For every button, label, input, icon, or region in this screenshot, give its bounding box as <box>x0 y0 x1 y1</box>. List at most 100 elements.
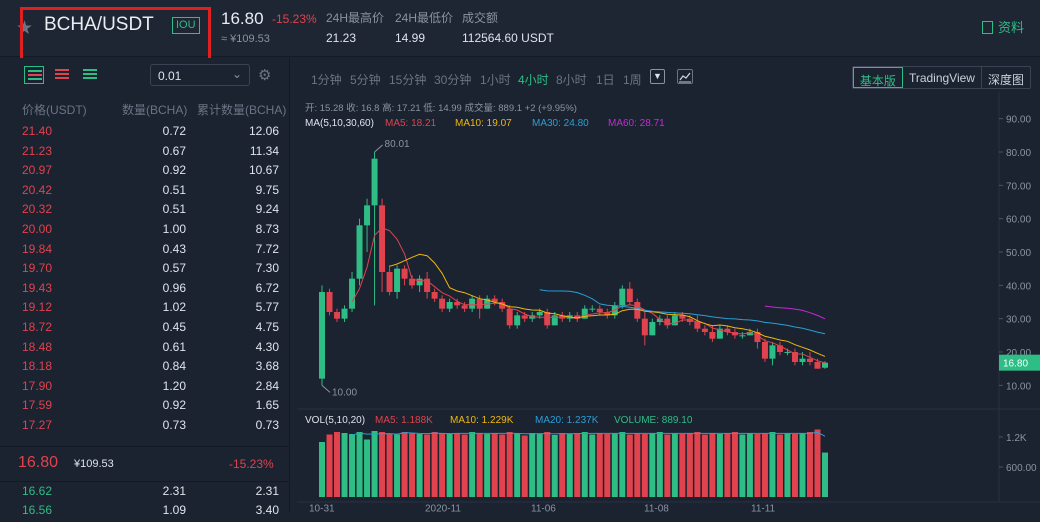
ask-row[interactable]: 20.00 1.00 8.73 <box>0 222 290 241</box>
ask-row[interactable]: 19.84 0.43 7.72 <box>0 242 290 261</box>
ask-row[interactable]: 18.48 0.61 4.30 <box>0 340 290 359</box>
candle-body <box>626 288 633 302</box>
row-price: 16.56 <box>22 503 53 517</box>
row-amount: 0.67 <box>162 143 186 158</box>
ask-row[interactable]: 17.90 1.20 2.84 <box>0 379 290 398</box>
candle-body <box>596 308 603 312</box>
row-price: 21.40 <box>22 124 53 138</box>
volume-bar <box>626 434 633 497</box>
candle-body <box>776 345 783 352</box>
ask-row[interactable]: 19.43 0.96 6.72 <box>0 281 290 300</box>
row-price: 18.72 <box>22 320 53 334</box>
orderbook-toolbar: 0.01 ⌄ ⚙ <box>0 58 290 91</box>
ma-legend: MA60: 28.71 <box>608 118 665 129</box>
mid-price-bar: 16.80 ¥109.53 -15.23% <box>0 446 290 482</box>
volume-bar <box>784 433 791 497</box>
candle-body <box>671 315 678 326</box>
row-total: 4.75 <box>255 320 279 334</box>
tab-timeframe[interactable]: 5分钟 <box>350 73 381 87</box>
ma30-line <box>539 289 826 335</box>
volume-bar <box>806 432 813 497</box>
tab-timeframe[interactable]: 15分钟 <box>389 73 427 87</box>
row-total: 1.65 <box>255 398 279 413</box>
pair-title[interactable]: BCHA/USDT <box>44 14 154 35</box>
volume-bar <box>514 433 521 497</box>
view-asks-button[interactable] <box>52 66 72 84</box>
candle-body <box>581 308 588 319</box>
low-label: 24H最低价 <box>395 11 454 25</box>
candle-body <box>656 318 663 322</box>
indicator-icon[interactable] <box>677 69 693 84</box>
candle-body <box>799 358 806 362</box>
tab-timeframe[interactable]: 1日 <box>596 73 615 87</box>
volume-bar <box>401 432 408 497</box>
last-price: 16.80 <box>221 9 264 28</box>
view-tab[interactable]: 深度图 <box>987 73 1024 87</box>
tab-timeframe[interactable]: 1小时 <box>480 73 511 87</box>
row-price: 19.43 <box>22 280 53 295</box>
tab-timeframe[interactable]: 1周 <box>623 73 642 87</box>
row-price: 20.00 <box>22 222 53 236</box>
candle-body <box>521 315 528 319</box>
ask-row[interactable]: 21.40 0.72 12.06 <box>0 124 290 143</box>
ask-row[interactable]: 20.97 0.92 10.67 <box>0 163 290 182</box>
row-amount: 1.00 <box>162 222 186 236</box>
gear-icon[interactable]: ⚙ <box>258 67 272 84</box>
candle-body <box>364 205 371 226</box>
candle-body <box>491 298 498 302</box>
volume-bar <box>746 433 753 497</box>
candle-body <box>394 268 401 292</box>
ask-row[interactable]: 18.18 0.84 3.68 <box>0 359 290 378</box>
candle-body <box>326 292 333 312</box>
ask-row[interactable]: 20.42 0.51 9.75 <box>0 183 290 202</box>
tab-timeframe[interactable]: 30分钟 <box>434 73 472 87</box>
last-price-tag-text: 16.80 <box>1003 359 1028 370</box>
candle-body <box>401 268 408 279</box>
info-link[interactable]: 资料 <box>981 17 1024 36</box>
candle-body <box>506 308 513 326</box>
ask-row[interactable]: 17.27 0.73 0.73 <box>0 418 290 437</box>
bid-row[interactable]: 16.62 2.31 2.31 <box>0 484 290 503</box>
candle-body <box>319 292 325 379</box>
x-tick-label: 2020-11 <box>425 503 461 512</box>
ask-row[interactable]: 21.23 0.67 11.34 <box>0 144 290 163</box>
ma-title: MA(5,10,30,60) <box>305 118 374 129</box>
candle-body <box>754 332 761 342</box>
low-value: 14.99 <box>395 31 426 45</box>
row-price: 18.48 <box>22 339 53 354</box>
candle-body <box>349 278 356 309</box>
candle-body <box>551 315 558 326</box>
volume-bar <box>319 442 325 497</box>
ma5-line <box>351 227 826 364</box>
ask-row[interactable]: 20.32 0.51 9.24 <box>0 202 290 221</box>
volume-bar <box>724 433 731 497</box>
kline-chart[interactable]: 90.00 80.00 70.00 60.00 50.00 40.00 30.00 20.00… <box>297 92 1040 512</box>
volume-bar <box>799 433 806 497</box>
view-tab[interactable]: 基本版 <box>852 67 903 88</box>
ask-row[interactable]: 17.59 0.92 1.65 <box>0 398 290 417</box>
volume-bar <box>694 432 701 497</box>
ask-row[interactable]: 18.72 0.45 4.75 <box>0 320 290 339</box>
row-price: 21.23 <box>22 143 53 158</box>
precision-select[interactable]: 0.01 ⌄ <box>150 64 250 86</box>
volume-bar <box>484 434 491 497</box>
volume-bar <box>364 439 371 497</box>
row-amount: 0.51 <box>162 202 186 217</box>
y-tick-label: 30.00 <box>1006 315 1031 326</box>
volume-bar <box>604 434 611 497</box>
volume-bar <box>491 433 498 497</box>
volume-bar <box>761 433 768 497</box>
tab-timeframe[interactable]: 1分钟 <box>311 73 342 87</box>
view-tab[interactable]: TradingView <box>903 67 982 88</box>
order-book: 0.01 ⌄ ⚙ 价格(USDT) 数量(BCHA) 累计数量(BCHA) 21.… <box>0 58 290 517</box>
view-both-button[interactable] <box>24 66 44 84</box>
ask-row[interactable]: 19.12 1.02 5.77 <box>0 300 290 319</box>
volume-bar <box>649 433 656 497</box>
tab-timeframe[interactable]: 4小时 <box>518 73 549 87</box>
candle-body <box>334 312 341 319</box>
more-timeframes-dropdown[interactable]: ▼ <box>650 69 665 84</box>
view-bids-button[interactable] <box>80 66 100 84</box>
tab-timeframe[interactable]: 8小时 <box>556 73 587 87</box>
ask-row[interactable]: 19.70 0.57 7.30 <box>0 261 290 280</box>
bid-row[interactable]: 16.56 1.09 3.40 <box>0 503 290 522</box>
